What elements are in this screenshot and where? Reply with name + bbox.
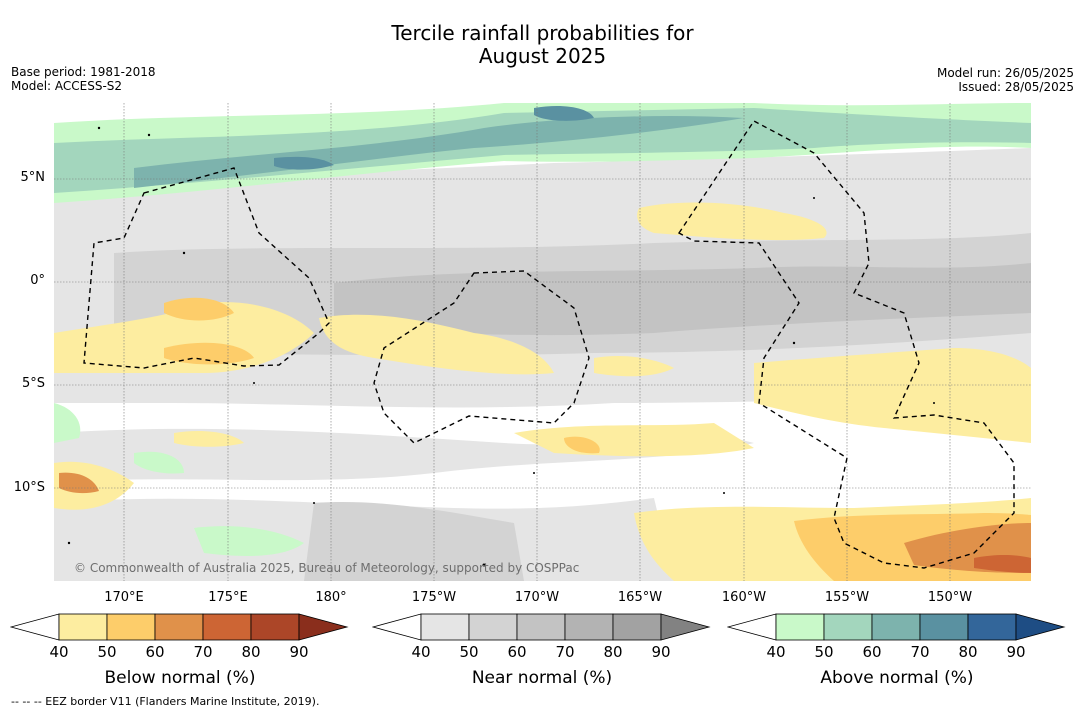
lon-label-155w: 155°W <box>824 590 870 605</box>
colorbar-segment <box>420 613 470 641</box>
colorbar-segment <box>775 613 825 641</box>
lon-label-175w: 175°W <box>411 590 457 605</box>
lat-label-5n: 5°N <box>20 170 46 185</box>
colorbar-extend-low <box>10 613 60 641</box>
issued-date: Issued: 28/05/2025 <box>958 80 1074 94</box>
colorbar-extend-high <box>660 613 711 641</box>
tick: 50 <box>459 643 479 661</box>
tick: 50 <box>814 643 834 661</box>
below-normal-regions <box>54 202 1031 581</box>
colorbar-segment <box>823 613 873 641</box>
lon-label-175e: 175°E <box>208 590 248 605</box>
colorbar-segment <box>250 613 300 641</box>
lat-label-10s: 10°S <box>13 480 45 495</box>
copyright-notice: © Commonwealth of Australia 2025, Bureau… <box>74 561 580 575</box>
tick: 40 <box>411 643 431 661</box>
tick: 90 <box>651 643 671 661</box>
colorbar-extend-low <box>727 613 777 641</box>
above-normal-regions <box>54 103 1031 556</box>
colorbar-below <box>10 613 350 641</box>
model-name: Model: ACCESS-S2 <box>11 79 123 93</box>
eez-footnote: -- -- -- EEZ border V11 (Flanders Marine… <box>11 695 320 708</box>
tick: 50 <box>97 643 117 661</box>
title-line-2: August 2025 <box>478 44 607 68</box>
colorbar-segment <box>58 613 108 641</box>
tick: 40 <box>766 643 786 661</box>
islands <box>67 126 935 567</box>
rainfall-map: © Commonwealth of Australia 2025, Bureau… <box>54 103 1031 581</box>
graticule <box>54 103 1031 581</box>
lon-label-180: 180° <box>315 590 347 605</box>
tick: 60 <box>862 643 882 661</box>
colorbar-segment <box>967 613 1017 641</box>
colorbar-segment <box>919 613 969 641</box>
colorbar-segment <box>154 613 204 641</box>
colorbar-segment <box>564 613 614 641</box>
tick: 90 <box>289 643 309 661</box>
colorbar-above <box>727 613 1067 641</box>
colorbar-segment <box>106 613 156 641</box>
map-svg <box>54 103 1031 581</box>
colorbar-segment <box>468 613 518 641</box>
lat-label-0: 0° <box>30 273 45 288</box>
colorbar-near <box>372 613 712 641</box>
colorbar-segment <box>871 613 921 641</box>
colorbar-segment <box>202 613 252 641</box>
tick: 60 <box>145 643 165 661</box>
lon-label-150w: 150°W <box>927 590 973 605</box>
tick: 70 <box>555 643 575 661</box>
tick: 40 <box>49 643 69 661</box>
lon-label-170e: 170°E <box>104 590 144 605</box>
colorbar-segment <box>516 613 566 641</box>
colorbar-extend-high <box>1015 613 1066 641</box>
colorbar-segment <box>612 613 662 641</box>
base-period: Base period: 1981-2018 <box>11 65 156 79</box>
chart-title: Tercile rainfall probabilities for Augus… <box>0 22 1085 68</box>
model-run: Model run: 26/05/2025 <box>936 66 1074 80</box>
colorbar-extend-high <box>298 613 349 641</box>
lon-label-160w: 160°W <box>721 590 767 605</box>
colorbar-near-title: Near normal (%) <box>471 668 613 688</box>
tick: 60 <box>507 643 527 661</box>
tick: 70 <box>193 643 213 661</box>
tick: 80 <box>241 643 261 661</box>
tick: 70 <box>910 643 930 661</box>
colorbar-above-title: Above normal (%) <box>820 668 974 688</box>
title-line-1: Tercile rainfall probabilities for <box>391 21 694 45</box>
lat-label-5s: 5°S <box>21 376 45 391</box>
tick: 80 <box>958 643 978 661</box>
tick: 90 <box>1006 643 1026 661</box>
meta-right: Model run: 26/05/2025 Issued: 28/05/2025 <box>937 66 1074 94</box>
eez-borders <box>83 120 1015 569</box>
colorbar-extend-low <box>372 613 422 641</box>
lon-label-170w: 170°W <box>514 590 560 605</box>
lon-label-165w: 165°W <box>617 590 663 605</box>
meta-left: Base period: 1981-2018 Model: ACCESS-S2 <box>11 65 156 93</box>
colorbar-below-title: Below normal (%) <box>104 668 256 688</box>
tick: 80 <box>603 643 623 661</box>
